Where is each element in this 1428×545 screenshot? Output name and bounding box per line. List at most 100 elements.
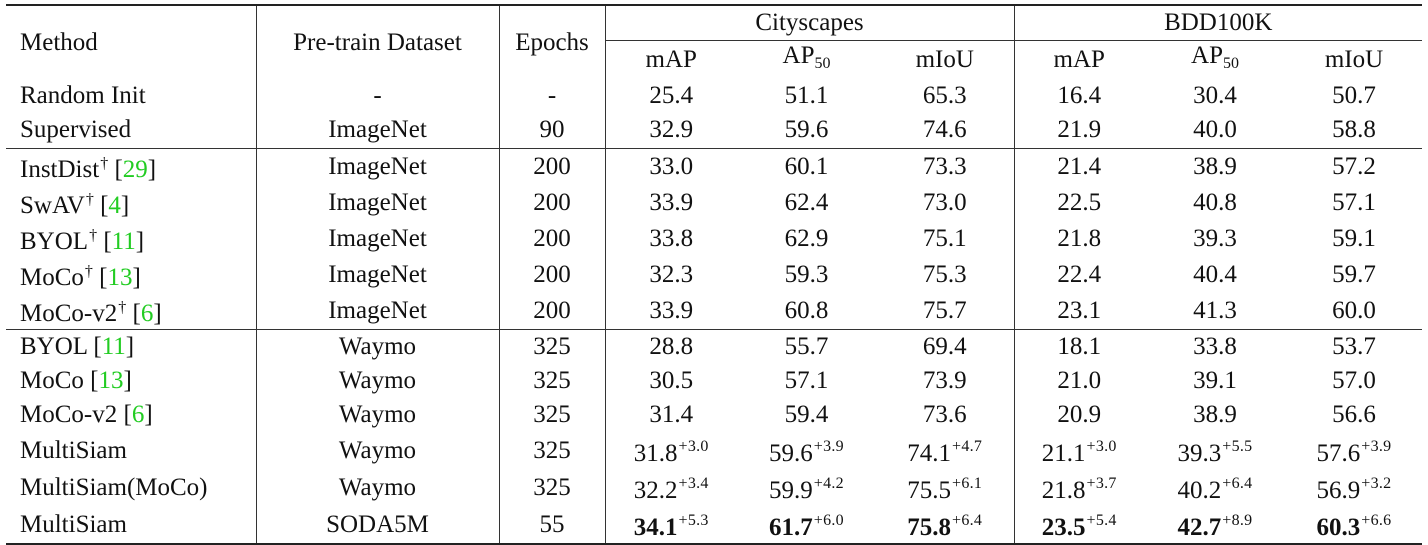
dagger-mark: † bbox=[89, 226, 98, 244]
table-row: MultiSiam(MoCo) Waymo 325 32.2+3.4 59.9+4.2 7… bbox=[6, 469, 1422, 507]
metric-cell: 38.9 bbox=[1144, 398, 1286, 432]
metric-value: 62.4 bbox=[784, 188, 829, 216]
metric-value: 30.4 bbox=[1193, 82, 1237, 110]
pretrain-dataset-cell: - bbox=[256, 79, 500, 114]
pretrain-dataset-cell: Waymo bbox=[256, 397, 500, 433]
method-name: BYOL bbox=[20, 227, 89, 255]
metric-cell: 38.9 bbox=[1144, 147, 1286, 185]
method-header: Method bbox=[6, 3, 257, 80]
dagger-mark: † bbox=[118, 298, 127, 316]
metric-cell: 61.7+6.0 bbox=[737, 506, 876, 545]
cityscapes-group-header: Cityscapes bbox=[605, 4, 1015, 42]
epochs-cell: 200 bbox=[499, 256, 606, 293]
metric-value: 20.9 bbox=[1057, 401, 1102, 429]
metric-cell: 53.7 bbox=[1286, 328, 1422, 364]
table-header: Method Pre-train Dataset Epochs Cityscap… bbox=[6, 3, 1422, 80]
metric-cell: 21.9 bbox=[1014, 113, 1144, 148]
metric-cell: 40.2+6.4 bbox=[1144, 469, 1286, 506]
pretrain-dataset-cell: ImageNet bbox=[256, 147, 500, 185]
metric-value: 21.1 bbox=[1041, 440, 1086, 468]
metric-cell: 59.6 bbox=[737, 113, 876, 148]
metric-cell: 39.3+5.5 bbox=[1144, 432, 1286, 469]
table-row: MultiSiam Waymo 325 31.8+3.0 59.6+3.9 74.1+4.… bbox=[6, 432, 1422, 470]
bdd100k-miou-header: mIoU bbox=[1324, 46, 1384, 74]
metric-cell: 65.3 bbox=[876, 79, 1015, 114]
metric-value: 23.1 bbox=[1057, 296, 1102, 324]
metric-value: 55.7 bbox=[784, 332, 829, 360]
metric-value: 38.9 bbox=[1193, 152, 1237, 180]
bdd100k-ap50-header: AP50 bbox=[1144, 41, 1286, 80]
epochs-cell: 325 bbox=[499, 363, 606, 398]
metric-cell: 33.8 bbox=[1144, 328, 1286, 364]
metric-cell: 28.8 bbox=[605, 328, 737, 364]
metric-value: 21.9 bbox=[1057, 116, 1102, 144]
method-name: MoCo-v2 bbox=[20, 401, 118, 429]
metric-value: 59.6 bbox=[784, 116, 829, 144]
method-name: BYOL bbox=[20, 332, 88, 360]
metric-cell: 33.0 bbox=[605, 147, 737, 185]
metric-value: 56.6 bbox=[1332, 401, 1376, 429]
table-row: MultiSiam SODA5M 55 34.1+5.3 61.7+6.0 75.8+6.… bbox=[6, 506, 1422, 545]
metric-cell: 75.3 bbox=[876, 256, 1015, 293]
pretrain-dataset-cell: Waymo bbox=[256, 328, 500, 364]
epochs-cell: - bbox=[499, 79, 606, 114]
header-row-top: Method Pre-train Dataset Epochs Cityscap… bbox=[6, 3, 1422, 80]
metric-value: 42.7 bbox=[1177, 514, 1222, 542]
metric-value: 32.9 bbox=[649, 116, 694, 144]
bdd100k-group-header: BDD100K bbox=[1014, 4, 1422, 42]
gain-value: +3.9 bbox=[813, 438, 844, 456]
metric-value: 73.0 bbox=[922, 188, 967, 216]
citation-number: 6 bbox=[140, 299, 154, 327]
metric-value: 21.4 bbox=[1057, 152, 1102, 180]
method-cell: MoCo-v2† [6] bbox=[6, 292, 257, 330]
metric-value: 33.9 bbox=[649, 296, 694, 324]
cityscapes-ap50-header: AP50 bbox=[737, 41, 876, 80]
citation-number: 13 bbox=[98, 366, 124, 394]
metric-cell: 60.8 bbox=[737, 293, 876, 330]
metric-value: 75.8 bbox=[907, 514, 951, 542]
table-row: MoCo† [13] ImageNet 200 32.3 59.3 75.3 22.4 40.… bbox=[6, 256, 1422, 293]
gain-value: +3.0 bbox=[1086, 438, 1117, 456]
metric-cell: 56.9+3.2 bbox=[1286, 469, 1422, 506]
metric-value: 33.0 bbox=[649, 152, 694, 180]
metric-value: 61.7 bbox=[769, 514, 813, 542]
epochs-header: Epochs bbox=[499, 3, 606, 80]
cityscapes-map-header: mAP bbox=[645, 46, 697, 74]
dagger-mark: † bbox=[84, 262, 93, 280]
metric-cell: 39.3 bbox=[1144, 221, 1286, 257]
metric-cell: 33.9 bbox=[605, 293, 737, 330]
method-cell: Supervised bbox=[6, 113, 257, 149]
method-name: SwAV bbox=[20, 191, 85, 219]
metric-cell: 32.3 bbox=[605, 257, 737, 293]
metric-cell: 23.5+5.4 bbox=[1014, 506, 1144, 545]
citation-number: 11 bbox=[101, 332, 126, 360]
metric-value: 75.3 bbox=[922, 260, 967, 288]
epochs-cell: 200 bbox=[499, 147, 606, 185]
gain-value: +3.0 bbox=[678, 438, 709, 456]
table-row: MoCo [13] Waymo 325 30.5 57.1 73.9 21.0 39.1 57.… bbox=[6, 363, 1422, 398]
table-row: InstDist† [29] ImageNet 200 33.0 60.1 73.3 21.… bbox=[6, 147, 1422, 185]
cityscapes-miou-header: mIoU bbox=[876, 40, 1015, 80]
method-name: Supervised bbox=[20, 116, 132, 144]
gain-value: +3.7 bbox=[1086, 475, 1117, 493]
table-body: Random Init - - 25.4 51.1 65.3 16.4 30.4 50.7 Sup… bbox=[6, 79, 1422, 545]
method-name: Random Init bbox=[20, 82, 146, 110]
metric-value: 73.3 bbox=[922, 152, 967, 180]
metric-cell: 58.8 bbox=[1286, 113, 1422, 148]
metric-cell: 59.1 bbox=[1286, 221, 1422, 257]
metric-value: 31.8 bbox=[633, 440, 678, 468]
metric-cell: 60.1 bbox=[737, 147, 876, 185]
gain-value: +5.4 bbox=[1086, 512, 1117, 530]
pretrain-dataset-cell: ImageNet bbox=[256, 184, 500, 221]
method-cell: MoCo [13] bbox=[6, 363, 257, 398]
epochs-cell: 325 bbox=[499, 397, 606, 433]
metric-cell: 75.8+6.4 bbox=[876, 506, 1015, 545]
header-row-metrics: mAP AP50 mIoU mAP AP50 mIoU bbox=[6, 40, 1422, 80]
metric-value: 60.0 bbox=[1332, 296, 1376, 324]
epochs-cell: 200 bbox=[499, 184, 606, 221]
citation-number: 11 bbox=[111, 227, 136, 255]
gain-value: +4.2 bbox=[813, 475, 844, 493]
metric-value: 59.3 bbox=[784, 260, 829, 288]
gain-value: +6.1 bbox=[952, 475, 983, 493]
metric-cell: 59.3 bbox=[737, 257, 876, 293]
